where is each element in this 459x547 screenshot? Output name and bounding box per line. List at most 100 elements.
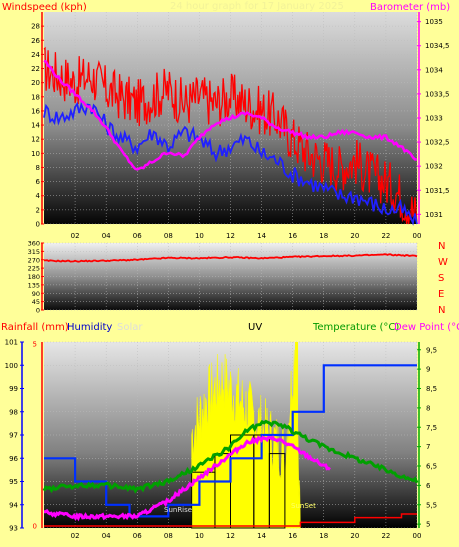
y-left-tick-label: 16: [31, 107, 40, 115]
x-tick-label: 18: [319, 532, 328, 540]
top-series-line: [43, 46, 418, 225]
humidity-line: [44, 364, 417, 518]
temperature-line: [42, 419, 419, 494]
windspeed-axis-label: Windspeed (kph): [2, 2, 87, 13]
y-tick-label: 0: [36, 307, 40, 315]
y-temperature-tick-label: 5: [426, 521, 430, 529]
compass-labels: N W S E N: [438, 241, 448, 316]
rainfall-line: [44, 513, 417, 527]
y-humidity-tick-label: 99: [9, 385, 18, 393]
x-tick-label: 08: [164, 232, 173, 240]
x-tick-label: 22: [381, 232, 390, 240]
dewpoint-axis-label: Dew Point (°C): [394, 322, 459, 333]
y-rain-tick-label: 5: [33, 341, 37, 349]
compass-label: S: [438, 273, 444, 284]
wind-direction-line: [43, 253, 418, 263]
top-series: [43, 46, 418, 226]
x-tick-label: 02: [71, 232, 80, 240]
y-right-tick-label: 1034,5: [425, 42, 450, 50]
solar-axis-label: Solar: [117, 322, 143, 333]
y-tick-label: 180: [28, 273, 40, 281]
x-tick-label: 12: [226, 532, 235, 540]
temperature-axis-label: Temperature (°C): [312, 322, 399, 333]
x-tick-label: 06: [133, 232, 142, 240]
y-temperature-tick-label: 8: [426, 404, 430, 412]
y-right-tick-label: 1031,5: [425, 187, 450, 195]
compass-label: E: [438, 289, 444, 300]
y-tick-label: 45: [32, 298, 40, 306]
y-temperature-tick-label: 7,5: [426, 424, 437, 432]
y-left-tick-label: 6: [36, 178, 41, 186]
y-tick-label: 270: [28, 256, 40, 264]
top-series-line: [43, 59, 418, 171]
compass-label: N: [438, 305, 445, 316]
barometer-axis-label: Barometer (mb): [370, 2, 450, 13]
x-tick-label: 02: [71, 532, 80, 540]
y-humidity-tick-label: 100: [5, 362, 18, 370]
x-tick-label: 04: [102, 532, 111, 540]
x-tick-label: 10: [195, 232, 204, 240]
x-tick-label: 22: [381, 532, 390, 540]
uv-axis-label: UV: [248, 322, 262, 333]
x-tick-label: 14: [257, 532, 266, 540]
y-left-tick-label: 18: [31, 93, 40, 101]
y-left-tick-label: 0: [36, 221, 40, 229]
y-humidity-tick-label: 101: [5, 339, 18, 347]
x-tick-label: 12: [226, 232, 235, 240]
y-left-tick-label: 4: [36, 192, 41, 200]
y-tick-label: 135: [28, 281, 40, 289]
x-tick-label: 04: [102, 232, 111, 240]
x-tick-label: 00: [413, 232, 422, 240]
y-temperature-tick-label: 5,5: [426, 501, 437, 509]
y-temperature-tick-label: 6,5: [426, 463, 437, 471]
graph-title-faint: 24 hour graph for 17 January 2025: [170, 1, 344, 12]
x-tick-label: 18: [319, 232, 328, 240]
y-right-tick-label: 1033,5: [425, 90, 450, 98]
x-tick-label: 08: [164, 532, 173, 540]
x-tick-label: 16: [288, 232, 297, 240]
y-humidity-tick-label: 94: [9, 501, 18, 509]
y-tick-label: 90: [32, 290, 40, 298]
y-right-tick-label: 1033: [425, 115, 443, 123]
x-tick-label: 20: [350, 232, 359, 240]
y-humidity-tick-label: 97: [9, 432, 18, 440]
direction-grid: [44, 242, 418, 311]
bottom-series: [42, 342, 419, 529]
y-temperature-tick-label: 8,5: [426, 385, 437, 393]
rainfall-axis-label: Rainfall (mm): [1, 322, 69, 333]
compass-label: N: [438, 241, 445, 252]
y-tick-label: 315: [28, 248, 40, 256]
x-tick-label: 10: [195, 532, 204, 540]
sunset-annotation: SunSet: [291, 502, 316, 510]
bottom-axes: 93 94 95 96 97 98 99 100 101 0 5 5 5,5 6 6,5 7 7,5 8 8,5 9 9…: [5, 339, 438, 541]
direction-series: [43, 253, 418, 263]
x-tick-label: 20: [350, 532, 359, 540]
uv-block: [268, 453, 286, 529]
y-left-tick-label: 24: [31, 51, 40, 59]
y-left-tick-label: 20: [31, 79, 40, 87]
y-left-tick-label: 28: [31, 23, 40, 31]
y-temperature-tick-label: 9,5: [426, 346, 437, 354]
x-tick-label: 16: [288, 532, 297, 540]
y-temperature-tick-label: 6: [426, 482, 431, 490]
y-left-tick-label: 14: [31, 122, 40, 130]
compass-label: W: [438, 257, 448, 268]
dewpoint-line: [44, 435, 331, 522]
y-left-tick-label: 8: [36, 164, 40, 172]
y-humidity-tick-label: 96: [9, 455, 18, 463]
y-left-tick-label: 22: [31, 65, 40, 73]
y-right-tick-label: 1034: [425, 66, 443, 74]
y-right-tick-label: 1031: [425, 211, 443, 219]
y-left-tick-label: 12: [31, 136, 40, 144]
y-rain-tick-label: 0: [33, 523, 37, 531]
y-left-tick-label: 10: [31, 150, 40, 158]
sunrise-annotation: SunRise: [164, 506, 192, 514]
y-temperature-tick-label: 9: [426, 366, 430, 374]
solar-area: [191, 348, 301, 529]
x-tick-label: 14: [257, 232, 266, 240]
x-tick-label: 00: [413, 532, 422, 540]
y-right-tick-label: 1035: [425, 18, 443, 26]
